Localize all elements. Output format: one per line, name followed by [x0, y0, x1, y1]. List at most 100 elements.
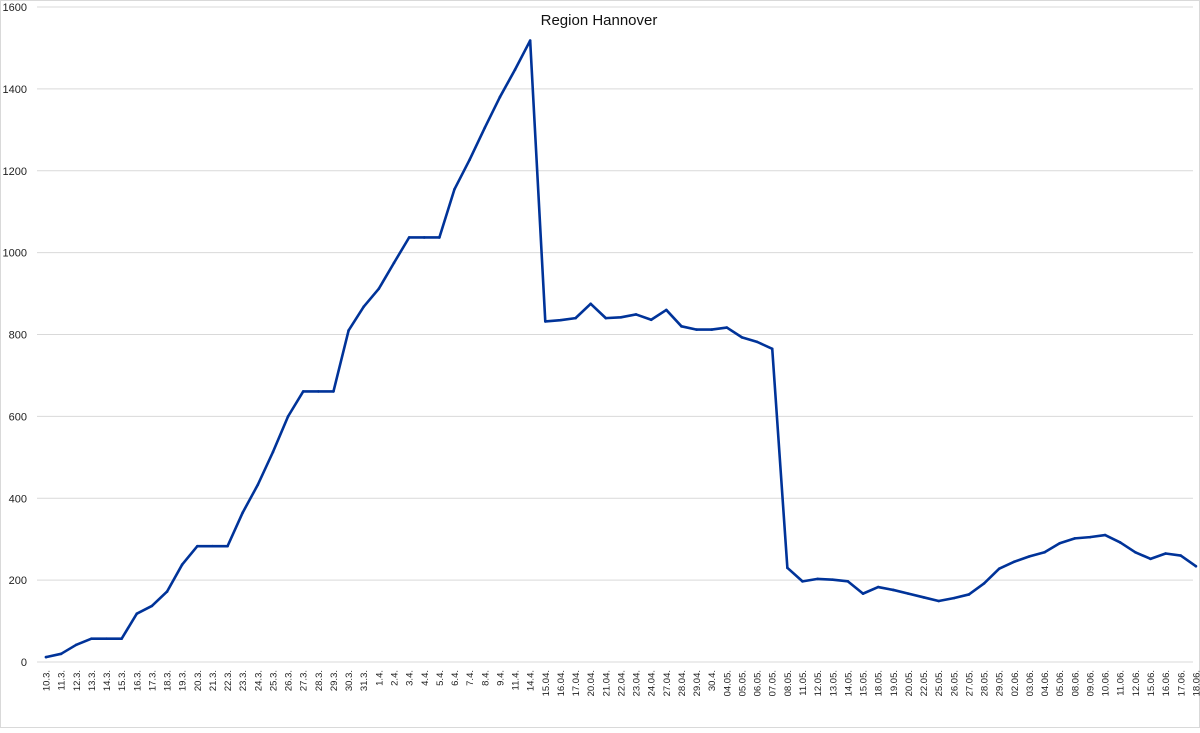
data-point	[257, 483, 260, 486]
x-tick-label: 28.05.	[980, 670, 991, 696]
x-tick-label: 06.05.	[753, 670, 764, 696]
data-point	[453, 188, 456, 191]
x-tick-label: 19.3.	[178, 670, 189, 691]
data-point	[90, 637, 93, 640]
x-tick-label: 10.3.	[42, 670, 53, 691]
data-point	[831, 578, 834, 581]
data-point	[45, 656, 48, 659]
x-tick-label: 28.04.	[677, 670, 688, 696]
data-point	[1089, 536, 1092, 539]
x-tick-label: 11.05.	[798, 670, 809, 696]
x-tick-label: 19.05.	[889, 670, 900, 696]
x-tick-label: 30.3.	[344, 670, 355, 691]
data-point	[514, 68, 517, 71]
data-point	[408, 236, 411, 239]
data-point	[423, 236, 426, 239]
x-tick-label: 15.3.	[117, 670, 128, 691]
data-point	[317, 390, 320, 393]
x-tick-label: 08.06.	[1070, 670, 1081, 696]
x-tick-label: 5.4.	[435, 670, 446, 686]
data-point	[1013, 560, 1016, 563]
x-tick-label: 17.3.	[147, 670, 158, 691]
data-point	[1104, 534, 1107, 537]
x-tick-label: 13.3.	[87, 670, 98, 691]
data-point	[302, 390, 305, 393]
x-tick-label: 18.06.	[1191, 670, 1200, 696]
data-point	[529, 39, 532, 42]
x-tick-label: 14.4.	[526, 670, 537, 691]
data-point	[226, 545, 229, 548]
x-tick-label: 22.04.	[616, 670, 627, 696]
data-point	[953, 597, 956, 600]
data-point	[544, 320, 547, 323]
y-tick-label: 1000	[3, 248, 27, 260]
data-point	[907, 592, 910, 595]
x-tick-label: 28.3.	[314, 670, 325, 691]
data-point	[589, 302, 592, 305]
data-point	[710, 328, 713, 331]
x-tick-label: 25.3.	[268, 670, 279, 691]
x-tick-label: 14.05.	[843, 670, 854, 696]
x-tick-label: 2.4.	[389, 670, 400, 686]
x-tick-label: 17.04.	[571, 670, 582, 696]
data-point	[968, 593, 971, 596]
series-layer	[45, 39, 1197, 658]
x-tick-label: 04.06.	[1040, 670, 1051, 696]
data-point	[393, 262, 396, 265]
data-point	[665, 309, 668, 312]
data-point	[151, 605, 154, 608]
data-point	[605, 317, 608, 320]
data-point	[1058, 542, 1061, 545]
x-tick-label: 11.4.	[511, 670, 522, 690]
y-tick-label: 1600	[3, 2, 27, 14]
x-tick-label: 04.05.	[722, 670, 733, 696]
x-tick-label: 18.05.	[874, 670, 885, 696]
x-tick-label: 15.05.	[859, 670, 870, 696]
x-tick-label: 3.4.	[405, 670, 416, 686]
data-point	[998, 567, 1001, 570]
x-tick-label: 20.04.	[586, 670, 597, 696]
data-point	[635, 313, 638, 316]
gridlines	[37, 7, 1193, 662]
x-tick-label: 10.06.	[1101, 670, 1112, 696]
data-point	[362, 305, 365, 308]
data-point	[181, 563, 184, 566]
x-axis-tick-labels: 10.3.11.3.12.3.13.3.14.3.15.3.16.3.17.3.…	[42, 670, 1200, 696]
data-point	[726, 326, 729, 329]
x-tick-label: 21.3.	[208, 670, 219, 691]
data-point	[1074, 537, 1077, 540]
data-point	[786, 567, 789, 570]
x-tick-label: 25.05.	[934, 670, 945, 696]
x-tick-label: 16.3.	[132, 670, 143, 691]
x-tick-label: 29.3.	[329, 670, 340, 691]
x-tick-label: 23.04.	[632, 670, 643, 696]
series-line	[46, 41, 1196, 658]
data-point	[650, 318, 653, 321]
data-point	[741, 336, 744, 339]
x-tick-label: 02.06.	[1010, 670, 1021, 696]
y-tick-label: 1400	[3, 84, 27, 96]
data-point	[922, 596, 925, 599]
x-tick-label: 20.3.	[193, 670, 204, 691]
x-tick-label: 12.3.	[72, 670, 83, 691]
data-point	[1119, 541, 1122, 544]
data-point	[1149, 558, 1152, 561]
data-point	[983, 582, 986, 585]
x-tick-label: 12.05.	[813, 670, 824, 696]
chart-title: Region Hannover	[541, 12, 658, 29]
data-point	[378, 287, 381, 290]
x-tick-label: 4.4.	[420, 670, 431, 686]
y-tick-label: 400	[9, 493, 27, 505]
x-tick-label: 14.3.	[102, 670, 113, 691]
data-point	[332, 390, 335, 393]
x-tick-label: 8.4.	[480, 670, 491, 686]
x-tick-label: 16.04.	[556, 670, 567, 696]
x-tick-label: 26.05.	[949, 670, 960, 696]
x-tick-label: 16.06.	[1161, 670, 1172, 696]
data-point	[75, 644, 78, 647]
data-point	[680, 325, 683, 328]
data-point	[816, 578, 819, 581]
data-point	[105, 637, 108, 640]
